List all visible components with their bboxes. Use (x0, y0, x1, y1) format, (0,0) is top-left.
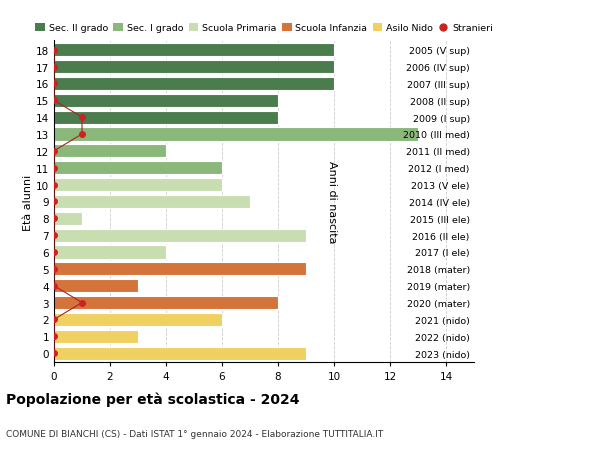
Bar (54, 246, 166, 259)
Bar (54, 280, 138, 293)
Bar (54, 212, 82, 225)
Bar (54, 179, 222, 192)
Bar (54, 162, 222, 175)
Text: Popolazione per età scolastica - 2024: Popolazione per età scolastica - 2024 (6, 392, 299, 406)
Bar (54, 263, 306, 276)
Bar (54, 95, 278, 107)
Bar (54, 78, 334, 91)
Text: COMUNE DI BIANCHI (CS) - Dati ISTAT 1° gennaio 2024 - Elaborazione TUTTITALIA.IT: COMUNE DI BIANCHI (CS) - Dati ISTAT 1° g… (6, 429, 383, 438)
Y-axis label: Età alunni: Età alunni (23, 174, 33, 230)
Bar (54, 44, 334, 57)
Bar (54, 297, 278, 309)
Bar (54, 347, 306, 360)
Bar (54, 229, 306, 242)
Bar (54, 145, 166, 158)
Bar (54, 111, 278, 124)
Legend: Sec. II grado, Sec. I grado, Scuola Primaria, Scuola Infanzia, Asilo Nido, Stran: Sec. II grado, Sec. I grado, Scuola Prim… (35, 24, 493, 34)
Bar (54, 330, 138, 343)
Y-axis label: Anni di nascita: Anni di nascita (326, 161, 337, 243)
Bar (54, 61, 334, 74)
Bar (54, 196, 250, 208)
Bar (54, 128, 418, 141)
Bar (54, 313, 222, 326)
